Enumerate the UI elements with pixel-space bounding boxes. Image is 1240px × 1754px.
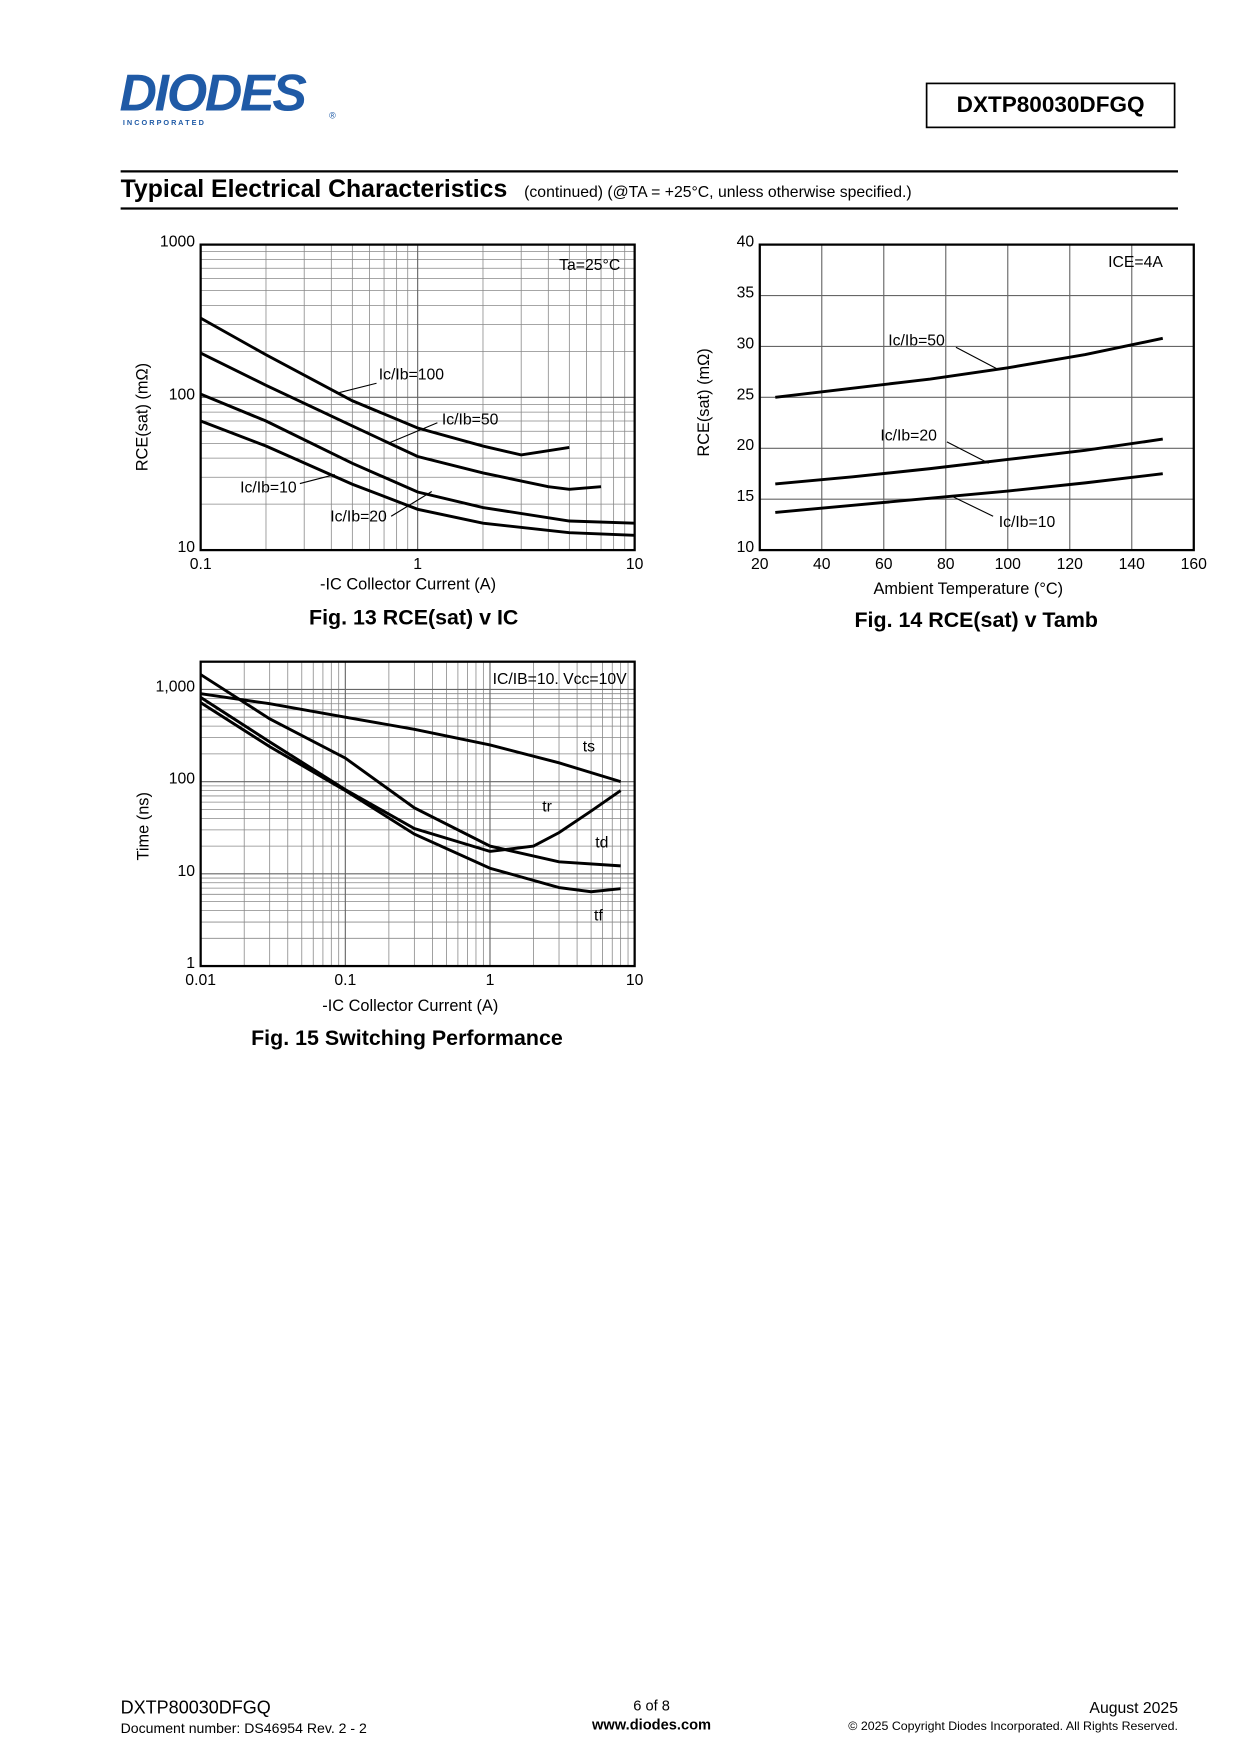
part-number: DXTP80030DFGQ xyxy=(957,92,1145,117)
leader-line xyxy=(335,382,377,394)
x-tick-label: 20 xyxy=(751,556,769,573)
x-tick-label: 40 xyxy=(813,556,831,573)
curve-label: tf xyxy=(594,908,603,925)
leader-line xyxy=(951,495,994,517)
annotation: Ta=25°C xyxy=(559,257,620,274)
section-note: (continued) (@TA = +25°C, unless otherwi… xyxy=(524,184,911,201)
y-tick-label: 35 xyxy=(737,284,755,301)
curve xyxy=(200,419,635,537)
curve xyxy=(199,696,622,853)
curve-label: Ic/Ib=10 xyxy=(240,479,297,496)
x-axis-label: -IC Collector Current (A) xyxy=(322,997,498,1015)
y-tick-label: 25 xyxy=(737,386,755,403)
y-tick-label: 20 xyxy=(737,437,755,454)
footer-date: August 2025 xyxy=(1089,1700,1178,1717)
y-tick-label: 40 xyxy=(737,234,755,251)
logo-registered: ® xyxy=(329,110,336,120)
logo-subtitle: I N C O R P O R A T E D xyxy=(123,118,204,127)
x-tick-label: 0.1 xyxy=(190,556,212,573)
x-tick-label: 160 xyxy=(1181,556,1208,573)
footer-website: www.diodes.com xyxy=(591,1718,711,1734)
leader-line xyxy=(946,441,989,464)
leader-line xyxy=(299,474,335,485)
curve xyxy=(199,701,621,894)
leader-line xyxy=(388,422,438,444)
x-tick-label: 100 xyxy=(995,556,1022,573)
x-tick-label: 60 xyxy=(875,556,893,573)
curve xyxy=(199,316,570,457)
y-tick-label: 30 xyxy=(737,335,755,352)
curve-label: tr xyxy=(542,798,552,815)
leader-line xyxy=(390,490,433,517)
curve xyxy=(775,336,1164,399)
plot-frame xyxy=(199,243,636,552)
annotation: ICE=4A xyxy=(1108,254,1163,271)
y-tick-label: 10 xyxy=(177,863,195,880)
x-tick-label: 0.1 xyxy=(334,972,356,989)
curve-label: ts xyxy=(583,739,595,756)
footer-copyright: © 2025 Copyright Diodes Incorporated. Al… xyxy=(848,1719,1178,1733)
logo: DIODES xyxy=(120,64,308,122)
section-title: Typical Electrical Characteristics xyxy=(121,176,508,203)
y-tick-label: 15 xyxy=(737,488,755,505)
y-tick-label: 10 xyxy=(177,539,195,556)
y-tick-label: 10 xyxy=(737,539,755,556)
curve-label: Ic/Ib=100 xyxy=(379,367,445,384)
curve-label: Ic/Ib=20 xyxy=(880,427,937,444)
x-tick-label: 10 xyxy=(626,556,644,573)
x-tick-label: 80 xyxy=(937,556,955,573)
curve xyxy=(775,472,1163,514)
x-tick-label: 0.01 xyxy=(185,972,216,989)
y-tick-label: 1,000 xyxy=(156,678,196,695)
plot-frame xyxy=(758,243,1195,552)
figure-caption: Fig. 15 Switching Performance xyxy=(251,1026,563,1050)
part-number-box xyxy=(925,82,1176,129)
y-tick-label: 100 xyxy=(169,771,196,788)
x-axis-label: -IC Collector Current (A) xyxy=(320,575,496,593)
annotation: IC/IB=10. Vcc=10V xyxy=(493,671,628,688)
x-tick-label: 140 xyxy=(1119,556,1146,573)
footer-doc: Document number: DS46954 Rev. 2 - 2 xyxy=(121,1720,367,1736)
x-tick-label: 120 xyxy=(1057,556,1084,573)
x-tick-label: 10 xyxy=(626,972,644,989)
curve-label: Ic/Ib=20 xyxy=(330,509,387,526)
x-tick-label: 1 xyxy=(486,972,495,989)
curve xyxy=(200,692,622,784)
x-tick-label: 1 xyxy=(413,556,422,573)
y-axis-label: RCE(sat) (mΩ) xyxy=(695,348,713,456)
footer-page: 6 of 8 xyxy=(633,1699,670,1715)
footer-part: DXTP80030DFGQ xyxy=(121,1698,271,1718)
curve-label: Ic/Ib=10 xyxy=(999,514,1056,531)
plot-frame xyxy=(199,660,636,968)
curve xyxy=(200,392,635,525)
curve xyxy=(775,437,1163,486)
curve-label: td xyxy=(595,834,608,851)
leader-line xyxy=(955,346,1000,371)
y-tick-label: 1 xyxy=(186,955,195,972)
y-axis-label: RCE(sat) (mΩ) xyxy=(133,363,151,471)
x-axis-label: Ambient Temperature (°C) xyxy=(874,580,1064,598)
figure-caption: Fig. 13 RCE(sat) v IC xyxy=(309,606,518,630)
curve xyxy=(199,673,621,868)
figure-caption: Fig. 14 RCE(sat) v Tamb xyxy=(854,608,1097,632)
curve-label: Ic/Ib=50 xyxy=(888,333,945,350)
y-tick-label: 100 xyxy=(169,386,196,403)
y-tick-label: 1000 xyxy=(160,234,195,251)
curve xyxy=(200,351,602,491)
y-axis-label: Time (ns) xyxy=(135,792,153,860)
curve-label: Ic/Ib=50 xyxy=(442,412,499,429)
